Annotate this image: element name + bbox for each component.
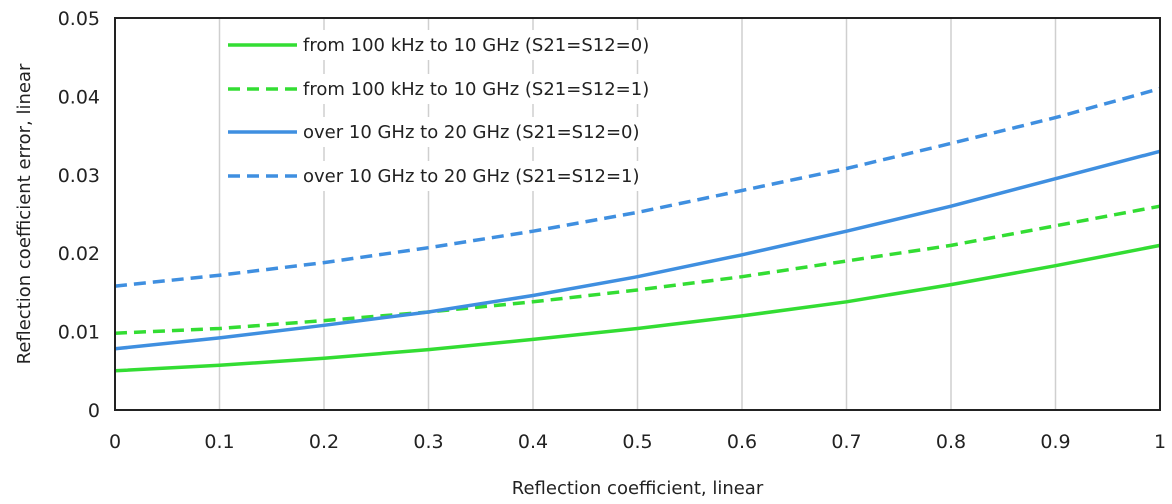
legend-entry-background bbox=[224, 117, 712, 147]
x-tick-label: 0 bbox=[109, 431, 121, 453]
legend: from 100 kHz to 10 GHz (S21=S12=0) from 1… bbox=[224, 30, 712, 191]
legend-entry-background bbox=[224, 161, 712, 191]
x-tick-label: 0.1 bbox=[204, 431, 234, 453]
x-tick-label: 0.2 bbox=[309, 431, 339, 453]
y-tick-label: 0.02 bbox=[58, 243, 100, 265]
y-axis-title: Reflection coefficient error, linear bbox=[14, 63, 35, 364]
series-line-3 bbox=[114, 149, 1161, 351]
x-tick-label: 0.5 bbox=[622, 431, 652, 453]
x-tick-label: 0.7 bbox=[831, 431, 861, 453]
series-line-2 bbox=[114, 204, 1161, 335]
y-tick-label: 0.04 bbox=[58, 86, 100, 108]
y-tick-label: 0.03 bbox=[58, 165, 100, 187]
legend-label-2: from 100 kHz to 10 GHz (S21=S12=1) bbox=[303, 79, 649, 100]
x-tick-label: 0.4 bbox=[518, 431, 548, 453]
series-line-4 bbox=[114, 86, 1161, 288]
y-tick-label: 0.05 bbox=[58, 8, 100, 30]
x-tick-label: 0.9 bbox=[1040, 431, 1070, 453]
y-tick-label: 0 bbox=[88, 400, 100, 422]
plot-area-border bbox=[114, 17, 1161, 411]
legend-entry-background bbox=[224, 30, 712, 60]
series-line-1 bbox=[114, 243, 1161, 373]
x-tick-label: 0.6 bbox=[727, 431, 757, 453]
y-axis-ticks: 0 0.01 0.02 0.03 0.04 0.05 bbox=[58, 8, 100, 422]
y-tick-label: 0.01 bbox=[58, 322, 100, 344]
legend-label-3: over 10 GHz to 20 GHz (S21=S12=0) bbox=[303, 122, 640, 143]
series-layer bbox=[114, 86, 1161, 373]
x-tick-label: 1 bbox=[1154, 431, 1166, 453]
x-tick-label: 0.8 bbox=[936, 431, 966, 453]
x-tick-label: 0.3 bbox=[413, 431, 443, 453]
legend-label-4: over 10 GHz to 20 GHz (S21=S12=1) bbox=[303, 166, 640, 187]
legend-entry-background bbox=[224, 74, 712, 104]
legend-label-1: from 100 kHz to 10 GHz (S21=S12=0) bbox=[303, 35, 649, 56]
x-axis-ticks: 0 0.1 0.2 0.3 0.4 0.5 0.6 0.7 0.8 0.9 1 bbox=[109, 431, 1166, 453]
x-axis-title: Reflection coefficient, linear bbox=[512, 478, 764, 499]
